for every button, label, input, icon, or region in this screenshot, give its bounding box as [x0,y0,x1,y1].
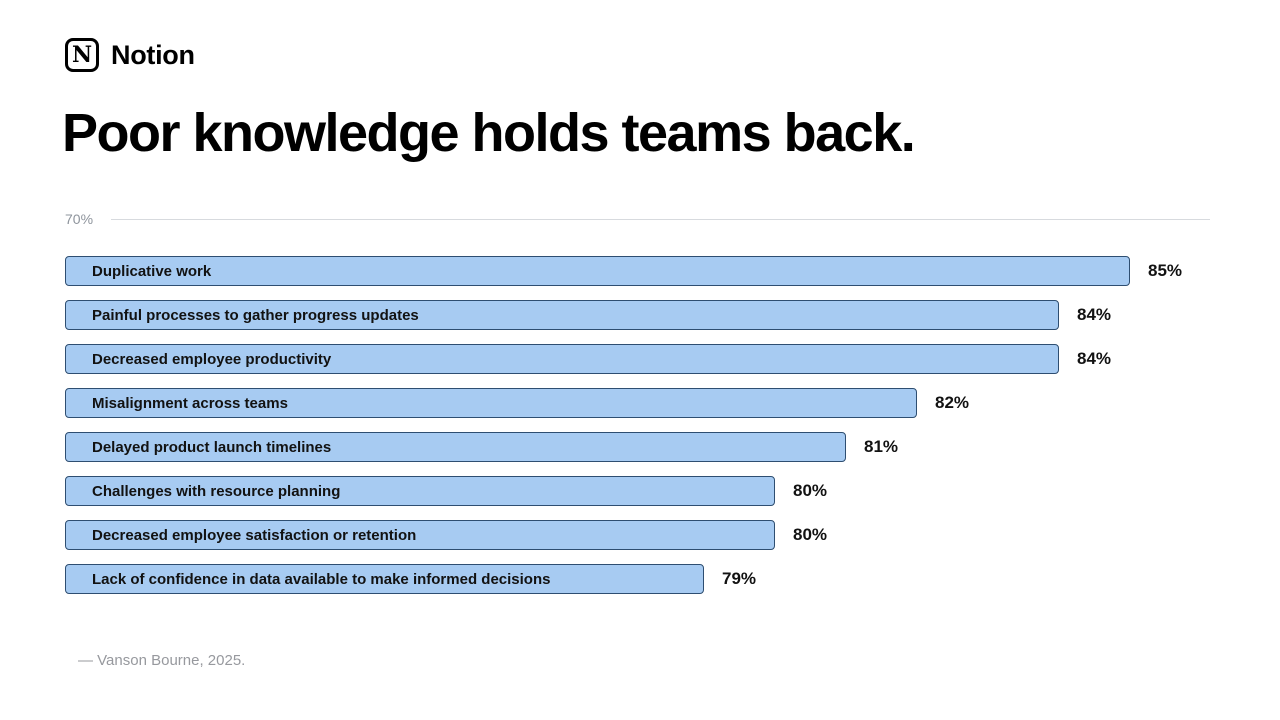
bar: Lack of confidence in data available to … [65,564,704,594]
bar-row: Delayed product launch timelines 81% [65,432,1210,462]
bar-row: Painful processes to gather progress upd… [65,300,1210,330]
bar-rows: Duplicative work 85% Painful processes to … [65,256,1210,594]
bar-category-label: Decreased employee productivity [92,350,332,368]
bar-value-label: 79% [722,569,757,588]
bar-value-label: 84% [1077,305,1112,324]
axis-baseline-label: 70% [65,211,94,227]
bar-category-label: Challenges with resource planning [92,482,341,500]
bar-category-label: Painful processes to gather progress upd… [92,306,419,324]
bar-row: Challenges with resource planning 80% [65,476,1210,506]
bar-value-label: 82% [935,393,970,412]
brand-header: N Notion [65,38,195,72]
bar-row: Lack of confidence in data available to … [65,564,1210,594]
bar-chart: 70% Duplicative work 85% Painful processes… [65,210,1210,608]
bar-row: Duplicative work 85% [65,256,1210,286]
source-citation: — Vanson Bourne, 2025. [78,652,246,669]
brand-name: Notion [111,39,195,70]
bar-value-label: 81% [864,437,899,456]
page-title: Poor knowledge holds teams back. [62,103,916,163]
axis-line [111,219,1210,220]
bar: Decreased employee satisfaction or reten… [65,520,775,550]
bar: Duplicative work [65,256,1130,286]
notion-logo-letter: N [71,42,93,68]
bar-value-label: 84% [1077,349,1112,368]
bar-category-label: Misalignment across teams [92,394,288,412]
bar: Painful processes to gather progress upd… [65,300,1059,330]
bar-category-label: Lack of confidence in data available to … [92,570,551,588]
bar-category-label: Duplicative work [92,262,212,280]
bar-row: Decreased employee productivity 84% [65,344,1210,374]
bar-category-label: Decreased employee satisfaction or reten… [92,526,417,544]
bar-row: Decreased employee satisfaction or reten… [65,520,1210,550]
bar: Decreased employee productivity [65,344,1059,374]
bar: Challenges with resource planning [65,476,775,506]
bar: Misalignment across teams [65,388,917,418]
bar-value-label: 80% [793,481,828,500]
chart-axis: 70% [65,210,1210,228]
bar-row: Misalignment across teams 82% [65,388,1210,418]
notion-logo-icon: N [65,38,99,72]
bar-value-label: 85% [1148,261,1183,280]
bar-value-label: 80% [793,525,828,544]
bar-category-label: Delayed product launch timelines [92,438,332,456]
bar: Delayed product launch timelines [65,432,846,462]
